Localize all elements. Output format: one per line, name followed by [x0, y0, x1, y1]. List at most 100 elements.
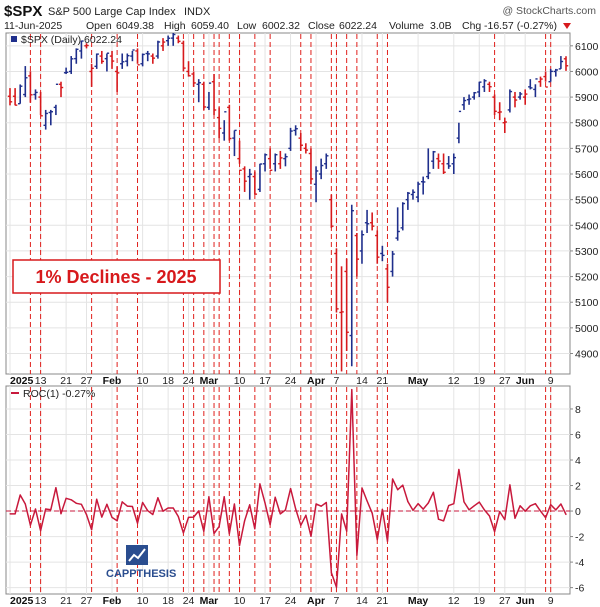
ohlc-bar — [283, 153, 288, 167]
watermark-text: CAPPTHESIS — [106, 568, 176, 580]
roc-point — [529, 505, 531, 507]
roc-point — [182, 532, 185, 534]
stockcharts-credit: @ StockCharts.com — [502, 5, 596, 17]
roc-x-tick-label: 17 — [259, 595, 271, 607]
quote-date: 11-Jun-2025 — [4, 20, 62, 32]
roc-point — [45, 508, 47, 510]
annotation-text: 1% Declines - 2025 — [35, 267, 196, 287]
roc-point — [55, 487, 57, 489]
ohlc-bar — [477, 81, 482, 98]
roc-line — [10, 388, 567, 588]
roc-y-tick-label: 6 — [575, 429, 581, 441]
roc-point — [167, 507, 169, 509]
ohlc-bar — [206, 82, 212, 110]
roc-point — [402, 484, 404, 486]
ohlc-bar — [69, 56, 74, 75]
ohlc-bar — [293, 125, 298, 136]
price-x-tick-label: 14 — [356, 375, 368, 387]
roc-y-tick-label: -2 — [575, 532, 584, 544]
roc-point — [407, 501, 409, 503]
roc-point — [50, 509, 52, 511]
roc-point — [448, 504, 450, 507]
roc-point — [427, 502, 429, 504]
roc-x-tick-label: 9 — [548, 595, 554, 607]
ohlc-bar — [548, 68, 553, 83]
ohlc-bar — [191, 71, 196, 87]
ohlc-bar — [308, 148, 314, 185]
volume-label: Volume — [389, 20, 424, 32]
ohlc-bar — [502, 117, 507, 133]
roc-point — [85, 514, 88, 516]
roc-point — [96, 498, 98, 500]
roc-y-axis: -6 -4 -2 0 2 4 6 8 — [570, 404, 584, 595]
roc-y-tick-label: -4 — [575, 557, 584, 569]
ohlc-bar — [522, 89, 528, 105]
ohlc-bar — [155, 40, 161, 59]
ohlc-bar — [43, 109, 48, 130]
roc-point — [264, 502, 266, 504]
annotation-frame — [12, 259, 221, 294]
roc-point — [233, 503, 236, 505]
roc-point — [437, 518, 440, 520]
roc-point — [468, 509, 470, 511]
price-x-tick-label: May — [408, 375, 429, 387]
roc-y-tick-label: 8 — [575, 404, 581, 416]
ohlc-bar — [507, 89, 513, 113]
roc-point — [187, 516, 190, 519]
ohlc-bar — [528, 79, 533, 90]
roc-point — [218, 526, 220, 528]
roc-point — [346, 530, 348, 532]
price-x-tick-label: Jun — [516, 375, 535, 387]
ohlc-bar — [318, 158, 324, 180]
ohlc-bar — [201, 81, 207, 110]
ohlc-bar — [252, 171, 258, 195]
roc-point — [29, 524, 32, 526]
ohlc-bar — [135, 48, 140, 66]
roc-point — [539, 510, 542, 512]
ohlc-bar — [298, 132, 303, 151]
roc-point — [24, 503, 26, 505]
price-y-tick-label: 5000 — [575, 323, 599, 335]
roc-point — [356, 554, 358, 556]
roc-point — [259, 483, 261, 485]
price-x-tick-label: Feb — [103, 375, 122, 387]
ohlc-bar — [461, 97, 467, 110]
price-y-axis: 4900 5000 5100 5200 5300 5400 5500 5600 5700 5800… — [570, 41, 599, 360]
roc-point — [555, 509, 557, 511]
roc-point — [351, 388, 353, 391]
roc-point — [80, 503, 83, 505]
ohlc-bar — [375, 230, 380, 264]
ohlc-bar — [369, 212, 375, 231]
roc-point — [126, 505, 128, 507]
roc-point — [9, 513, 11, 515]
price-y-tick-label: 5200 — [575, 272, 599, 284]
price-x-tick-label: 17 — [259, 375, 271, 387]
roc-point — [458, 468, 460, 471]
roc-point — [371, 512, 373, 514]
price-legend-swatch — [11, 36, 17, 42]
price-x-tick-label: 18 — [162, 375, 174, 387]
price-y-tick-label: 5500 — [575, 195, 599, 207]
roc-legend-text: ROC(1) -0.27% — [23, 388, 95, 400]
ohlc-bar — [400, 202, 405, 231]
ohlc-bar — [242, 166, 247, 192]
price-y-tick-label: 5300 — [575, 246, 599, 258]
chg-label: Chg — [462, 20, 481, 32]
ohlc-bar — [120, 53, 125, 69]
roc-point — [238, 544, 241, 547]
ohlc-bar — [517, 91, 523, 100]
price-y-tick-label: 5400 — [575, 220, 599, 232]
price-y-tick-label: 4900 — [575, 348, 599, 360]
price-y-tick-label: 6100 — [575, 41, 599, 53]
roc-point — [244, 520, 246, 522]
roc-point — [193, 516, 195, 518]
roc-point — [519, 505, 521, 507]
ohlc-bar — [23, 66, 28, 98]
roc-x-tick-label: Apr — [307, 595, 325, 607]
roc-x-tick-label: 14 — [356, 595, 368, 607]
roc-point — [254, 528, 256, 530]
price-x-tick-label: 12 — [448, 375, 460, 387]
roc-x-tick-label: 27 — [81, 595, 93, 607]
roc-point — [488, 515, 491, 517]
ohlc-bar — [196, 79, 201, 103]
